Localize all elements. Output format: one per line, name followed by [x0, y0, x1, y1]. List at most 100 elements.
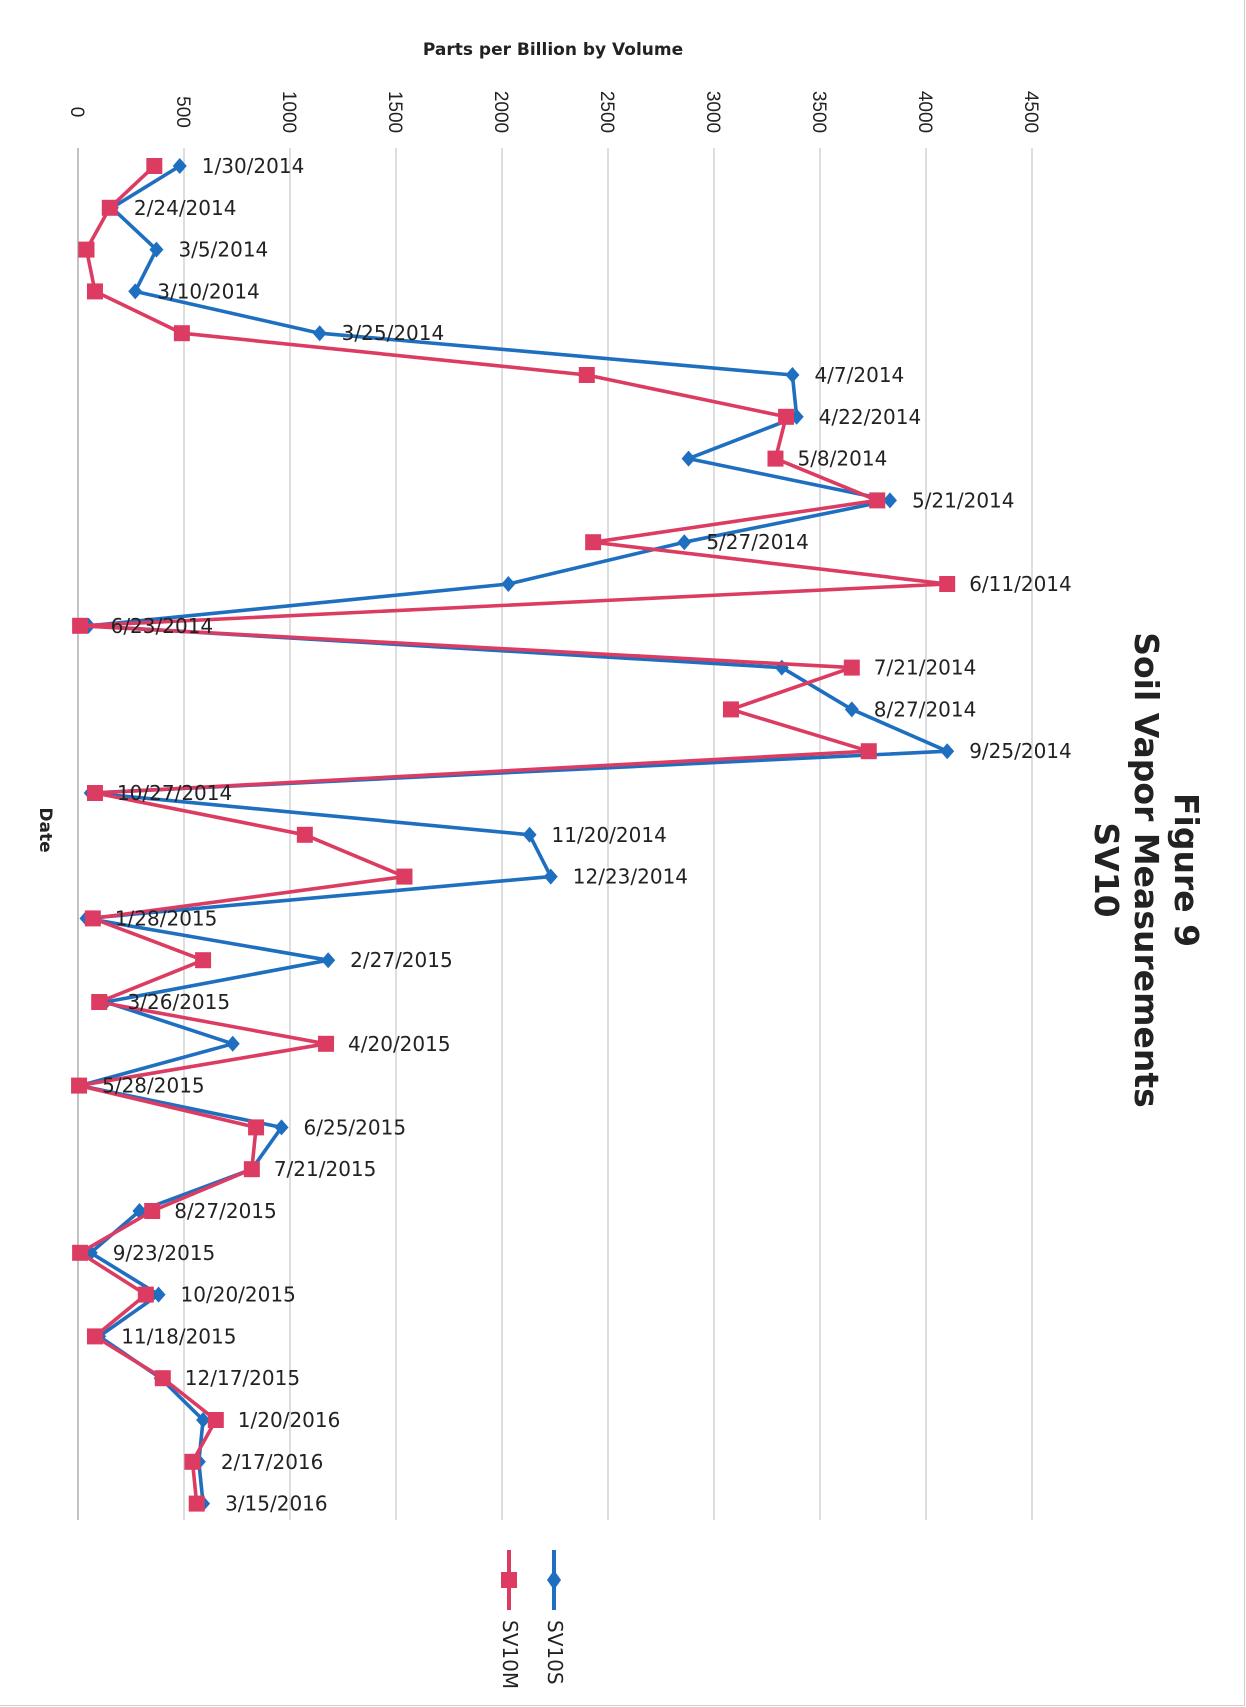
legend-item-sv10m: SV10M: [498, 1550, 522, 1689]
tick-label-4000: 4000: [914, 91, 935, 133]
date-label-25: 8/27/2015: [174, 1199, 277, 1223]
date-axis-title: Date: [35, 807, 55, 852]
series-sv10m: [71, 158, 956, 1512]
date-label-16: 11/20/2014: [552, 823, 667, 847]
point-sv10m-16: [296, 826, 313, 843]
value-axis-ticks: 0 500 1000 1500 2000 2500 3000 3500 4000 4500: [66, 91, 1041, 133]
date-label-18: 1/28/2015: [115, 906, 218, 930]
tick-label-3000: 3000: [702, 91, 723, 133]
date-label-22: 5/28/2015: [102, 1074, 205, 1098]
grid-lines: [77, 148, 1033, 1520]
point-sv10s-4: [312, 325, 327, 342]
point-sv10m-20: [91, 994, 108, 1010]
tick-label-500: 500: [172, 96, 193, 128]
date-label-2: 3/5/2014: [178, 238, 268, 262]
title-line-2: Soil Vapor Measurements: [1127, 632, 1166, 1108]
point-sv10s-17: [543, 868, 558, 885]
tick-label-1500: 1500: [384, 91, 405, 133]
legend: SV10S SV10M: [498, 1550, 567, 1689]
point-sv10s-9: [677, 534, 692, 551]
date-label-29: 12/17/2015: [185, 1366, 300, 1390]
date-label-7: 5/8/2014: [797, 447, 887, 471]
point-sv10s-3: [128, 283, 143, 300]
point-sv10m-22: [71, 1077, 88, 1094]
point-sv10s-14: [940, 743, 955, 760]
point-sv10m-3: [86, 283, 103, 300]
point-sv10m-17: [396, 868, 413, 885]
date-label-15: 10/27/2014: [117, 781, 232, 805]
point-sv10m-13: [722, 701, 739, 718]
point-sv10m-25: [144, 1203, 161, 1219]
point-sv10s-19: [321, 952, 336, 969]
point-sv10m-27: [137, 1286, 154, 1303]
date-label-26: 9/23/2015: [113, 1241, 216, 1265]
title-line-1: Figure 9: [1167, 793, 1206, 947]
point-sv10m-15: [86, 785, 103, 801]
date-label-20: 3/26/2015: [128, 990, 231, 1014]
point-sv10m-29: [154, 1370, 171, 1387]
tick-label-2000: 2000: [490, 91, 511, 133]
point-sv10m-19: [195, 952, 212, 969]
date-label-3: 3/10/2014: [157, 279, 260, 303]
date-label-30: 1/20/2016: [238, 1408, 341, 1432]
point-sv10s-2: [149, 241, 164, 258]
point-sv10m-21: [318, 1035, 335, 1052]
point-sv10s-7: [681, 450, 696, 467]
point-sv10m-4: [173, 325, 190, 342]
point-sv10s-21: [225, 1035, 240, 1052]
point-sv10m-26: [72, 1244, 89, 1261]
point-sv10s-0: [172, 158, 187, 174]
date-label-23: 6/25/2015: [304, 1115, 407, 1139]
point-sv10m-28: [86, 1328, 103, 1345]
legend-marker-sv10m: [501, 1572, 517, 1588]
date-label-10: 6/11/2014: [969, 572, 1072, 596]
date-label-19: 2/27/2015: [350, 948, 453, 972]
point-sv10s-23: [274, 1119, 289, 1136]
legend-label-sv10s: SV10S: [543, 1620, 567, 1685]
point-sv10m-11: [72, 617, 89, 634]
point-sv10s-13: [844, 701, 859, 718]
point-sv10m-8: [869, 492, 886, 509]
date-label-5: 4/7/2014: [814, 363, 904, 387]
date-label-1: 2/24/2014: [134, 196, 237, 220]
point-sv10m-31: [184, 1453, 201, 1470]
tick-label-4500: 4500: [1020, 91, 1041, 133]
date-label-12: 7/21/2014: [874, 656, 977, 680]
date-label-24: 7/21/2015: [274, 1157, 377, 1181]
date-label-21: 4/20/2015: [348, 1032, 451, 1056]
title-line-3: SV10: [1087, 822, 1126, 917]
tick-label-0: 0: [66, 107, 87, 118]
chart-title: Figure 9 Soil Vapor Measurements SV10: [1087, 632, 1206, 1108]
date-label-9: 5/27/2014: [706, 530, 809, 554]
date-labels: 1/30/2014 2/24/2014 3/5/2014 3/10/2014 3/25/…: [102, 154, 1072, 1516]
legend-item-sv10s: SV10S: [543, 1550, 567, 1685]
date-label-28: 11/18/2015: [121, 1324, 236, 1348]
date-label-6: 4/22/2014: [819, 405, 922, 429]
point-sv10m-9: [585, 534, 602, 551]
point-sv10s-8: [882, 492, 897, 509]
point-sv10m-5: [578, 367, 595, 383]
point-sv10m-10: [939, 576, 956, 592]
date-label-14: 9/25/2014: [969, 739, 1072, 763]
date-label-17: 12/23/2014: [573, 865, 688, 889]
point-sv10m-24: [243, 1161, 260, 1178]
legend-label-sv10m: SV10M: [498, 1620, 522, 1689]
point-sv10s-27: [151, 1286, 166, 1303]
point-sv10m-1: [101, 199, 118, 216]
data-series: [71, 158, 956, 1512]
series-sv10s: [73, 158, 955, 1512]
date-label-31: 2/17/2016: [221, 1450, 324, 1474]
legend-marker-sv10s: [547, 1570, 561, 1590]
date-label-0: 1/30/2014: [202, 154, 305, 178]
date-label-32: 3/15/2016: [225, 1492, 328, 1516]
point-sv10s-16: [522, 826, 537, 843]
date-label-4: 3/25/2014: [342, 321, 445, 345]
tick-label-3500: 3500: [808, 91, 829, 133]
point-sv10m-14: [860, 743, 877, 760]
tick-label-2500: 2500: [596, 91, 617, 133]
point-sv10m-6: [778, 408, 795, 425]
point-sv10m-18: [84, 910, 101, 927]
point-sv10m-7: [767, 450, 784, 467]
